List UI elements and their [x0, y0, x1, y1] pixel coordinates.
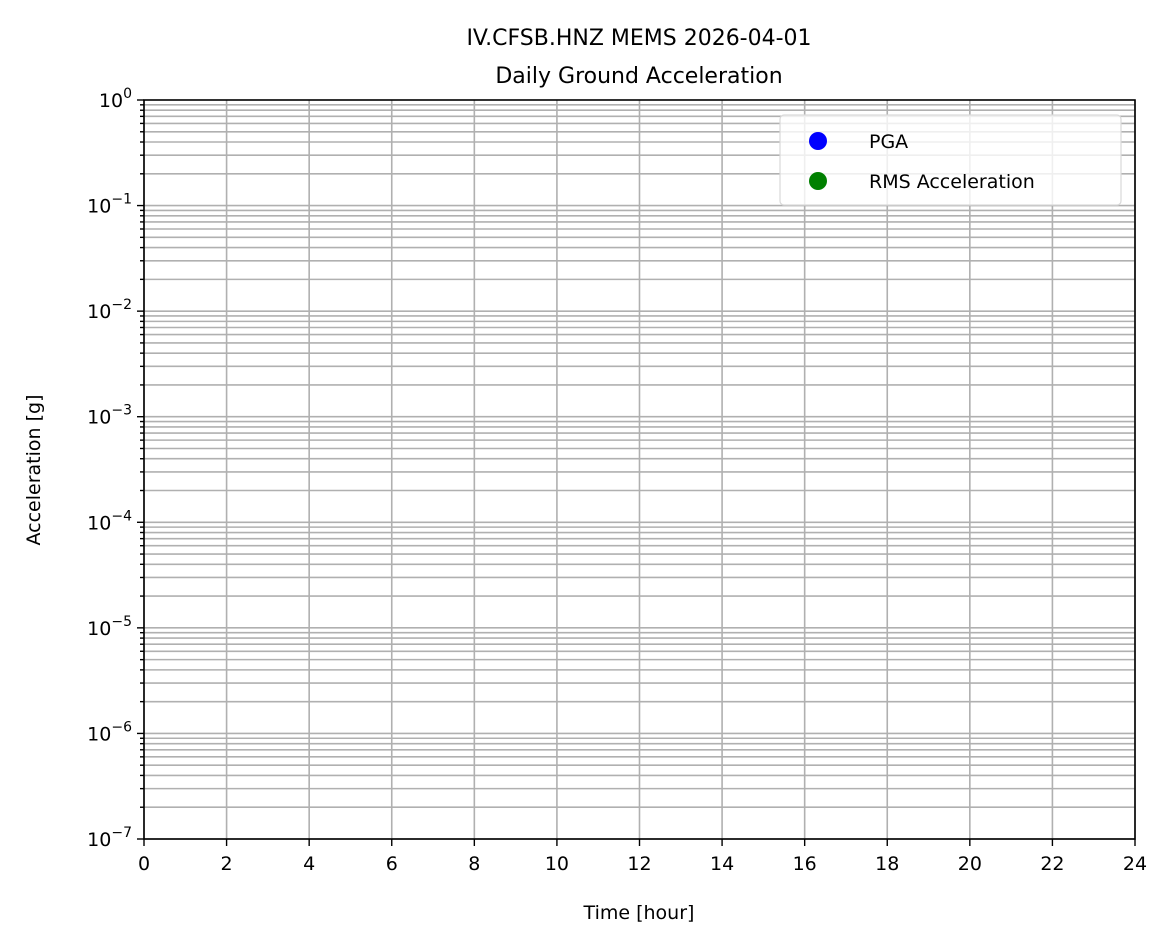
y-tick-exponent: 0 [123, 86, 132, 102]
x-axis-label: Time [hour] [583, 902, 695, 924]
x-tick-label: 20 [958, 853, 982, 875]
x-tick-label: 22 [1040, 853, 1064, 875]
y-tick-label: 10−3 [87, 403, 132, 429]
x-tick-label: 24 [1123, 853, 1147, 875]
y-tick-base: 10 [87, 196, 111, 218]
legend-marker-pga [809, 132, 827, 150]
y-tick-base: 10 [87, 618, 111, 640]
y-tick-base: 10 [99, 90, 123, 112]
legend-box [779, 114, 1122, 206]
y-tick-label: 10−5 [87, 614, 132, 640]
chart-title: IV.CFSB.HNZ MEMS 2026-04-01 [466, 26, 811, 51]
legend-label-pga: PGA [869, 131, 908, 153]
x-tick-label: 18 [875, 853, 899, 875]
grid [143, 100, 1136, 840]
y-tick-label: 100 [99, 86, 132, 112]
x-tick-label: 0 [138, 853, 150, 875]
legend-label-rms: RMS Acceleration [869, 171, 1035, 193]
x-tick-label: 12 [627, 853, 651, 875]
y-tick-base: 10 [87, 301, 111, 323]
x-tick-label: 10 [545, 853, 569, 875]
y-tick-label: 10−7 [87, 825, 132, 851]
x-tick-label: 2 [221, 853, 233, 875]
y-tick-base: 10 [87, 829, 111, 851]
y-tick-base: 10 [87, 723, 111, 745]
y-tick-exponent: −3 [111, 403, 132, 419]
x-tick-label: 16 [793, 853, 817, 875]
x-tick-label: 4 [303, 853, 315, 875]
y-tick-exponent: −1 [111, 192, 132, 208]
y-tick-exponent: −7 [111, 825, 132, 841]
x-tick-label: 8 [468, 853, 480, 875]
y-tick-label: 10−1 [87, 192, 132, 218]
legend: PGA RMS Acceleration [779, 114, 1122, 206]
y-tick-base: 10 [87, 407, 111, 429]
y-tick-exponent: −6 [111, 719, 132, 735]
y-axis-label: Acceleration [g] [23, 395, 45, 546]
y-tick-label: 10−6 [87, 719, 132, 745]
y-tick-label: 10−4 [87, 508, 132, 534]
y-tick-exponent: −4 [111, 508, 132, 524]
x-tick-label: 6 [386, 853, 398, 875]
x-tick-label: 14 [710, 853, 734, 875]
y-tick-exponent: −2 [111, 297, 132, 313]
legend-marker-rms [809, 172, 827, 190]
y-tick-exponent: −5 [111, 614, 132, 630]
y-tick-label: 10−2 [87, 297, 132, 323]
y-tick-base: 10 [87, 512, 111, 534]
chart-subtitle: Daily Ground Acceleration [495, 64, 782, 89]
